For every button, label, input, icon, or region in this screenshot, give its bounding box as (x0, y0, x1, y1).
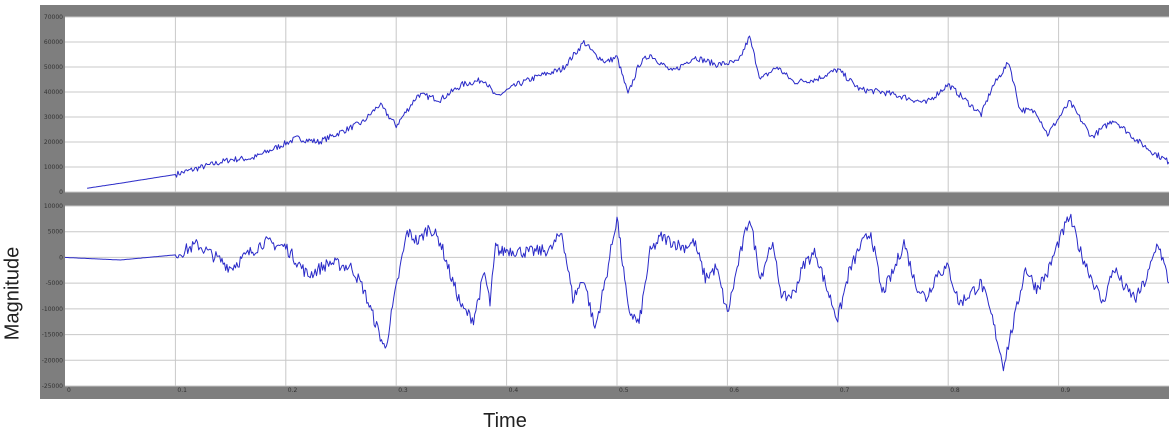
scope-frame: 0 10000 20000 30000 40000 50000 60000 70000 0 0.1… (40, 5, 1169, 399)
y-tick-label: 0 (59, 254, 63, 261)
signal-line-2 (64, 213, 1169, 372)
y-tick-label: 30000 (44, 114, 63, 121)
y-tick-label: 0 (59, 189, 63, 196)
signal-line-1 (87, 35, 1169, 189)
x-tick-label: 0.9 (1061, 387, 1071, 394)
y-tick-label: 60000 (44, 39, 63, 46)
x-tick-label: 0.8 (950, 387, 960, 394)
x-tick-label: 0 (67, 387, 71, 394)
y-tick-label: -20000 (42, 357, 63, 364)
x-tick-label: 0.5 (619, 387, 629, 394)
x-tick-label: 0.1 (177, 387, 187, 394)
y-tick-label: 50000 (44, 64, 63, 71)
y-tick-label: 20000 (44, 139, 63, 146)
y-tick-label: -10000 (42, 306, 63, 313)
y-axis-label: Magnitude (1, 246, 24, 341)
y-tick-label: 40000 (44, 89, 63, 96)
y-tick-label: 70000 (44, 14, 63, 21)
y-tick-label: 10000 (44, 164, 63, 171)
plot-panel-2: 0 0.1 0.2 0.3 0.4 0.5 0.6 0.7 0.8 0.9 10000 5000 0 -5… (42, 203, 1169, 394)
x-tick-label: 0.4 (509, 387, 519, 394)
x-tick-label: 0.3 (398, 387, 408, 394)
x-tick-label: 0.6 (729, 387, 739, 394)
y-tick-label: 5000 (48, 229, 63, 236)
x-axis-label: Time (483, 410, 527, 432)
y-tick-label: -25000 (42, 383, 63, 390)
x-tick-label: 0.7 (840, 387, 850, 394)
plot-panel-1: 0 10000 20000 30000 40000 50000 60000 70000 (44, 14, 1169, 196)
y-tick-label: 10000 (44, 203, 63, 210)
y-tick-label: -15000 (42, 332, 63, 339)
x-tick-label: 0.2 (288, 387, 298, 394)
y-tick-label: -5000 (46, 280, 64, 287)
